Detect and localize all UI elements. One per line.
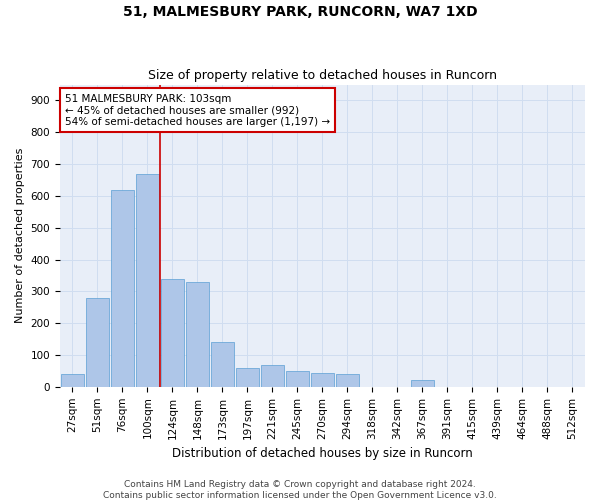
X-axis label: Distribution of detached houses by size in Runcorn: Distribution of detached houses by size … xyxy=(172,447,473,460)
Bar xyxy=(136,174,158,387)
Bar xyxy=(311,372,334,387)
Bar xyxy=(261,364,284,387)
Bar xyxy=(286,371,308,387)
Bar xyxy=(86,298,109,387)
Bar xyxy=(336,374,359,387)
Y-axis label: Number of detached properties: Number of detached properties xyxy=(15,148,25,324)
Text: 51 MALMESBURY PARK: 103sqm
← 45% of detached houses are smaller (992)
54% of sem: 51 MALMESBURY PARK: 103sqm ← 45% of deta… xyxy=(65,94,330,127)
Text: 51, MALMESBURY PARK, RUNCORN, WA7 1XD: 51, MALMESBURY PARK, RUNCORN, WA7 1XD xyxy=(122,5,478,19)
Bar xyxy=(211,342,233,387)
Text: Contains HM Land Registry data © Crown copyright and database right 2024.
Contai: Contains HM Land Registry data © Crown c… xyxy=(103,480,497,500)
Bar xyxy=(236,368,259,387)
Bar xyxy=(186,282,209,387)
Bar xyxy=(161,278,184,387)
Bar xyxy=(411,380,434,387)
Bar xyxy=(111,190,134,387)
Title: Size of property relative to detached houses in Runcorn: Size of property relative to detached ho… xyxy=(148,69,497,82)
Bar xyxy=(61,374,83,387)
